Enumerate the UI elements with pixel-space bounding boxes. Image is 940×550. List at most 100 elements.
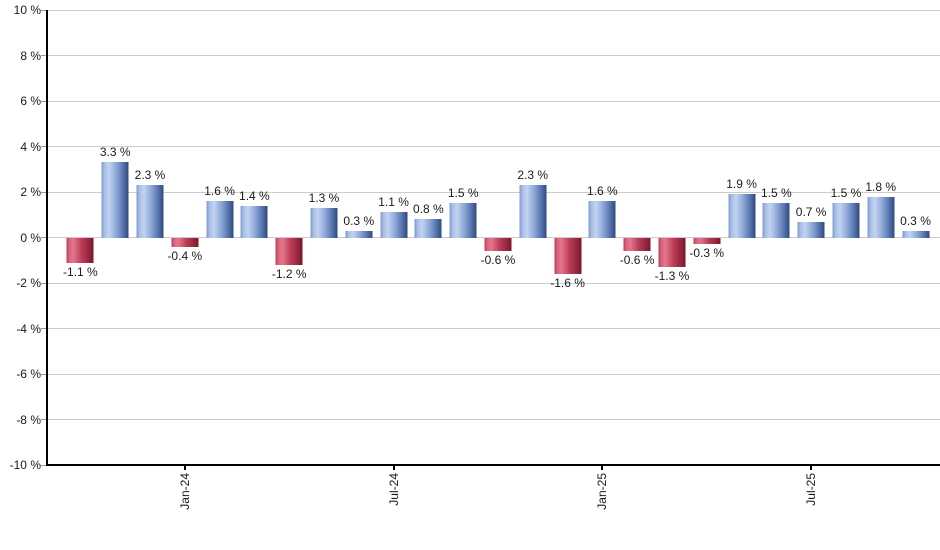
y-axis-tick: [41, 237, 46, 238]
x-tick-slot: [481, 465, 516, 550]
bar-value-label: 1.1 %: [378, 195, 409, 210]
bar-value-label: 0.3 %: [900, 213, 931, 228]
bar-value-label: 0.7 %: [795, 204, 827, 219]
x-tick-slot: Jul-24: [376, 465, 411, 550]
bar-value-label: -0.6 %: [480, 253, 516, 268]
gridline: [48, 191, 940, 193]
bar-slot: 1.3 %: [307, 10, 342, 465]
x-tick-slot: [63, 465, 98, 550]
y-axis-tick: [41, 191, 46, 193]
bar-slot: 1.4 %: [237, 10, 272, 465]
x-tick-slot: [655, 465, 690, 550]
bar-value-label: 1.3 %: [308, 190, 340, 205]
positive-bar: [136, 185, 164, 238]
bar-value-label: 1.4 %: [239, 188, 270, 203]
x-tick-slot: [341, 465, 376, 550]
positive-bar: [240, 205, 268, 238]
bar-slot: 1.9 %: [724, 10, 759, 465]
bar-value-label: -1.6 %: [550, 275, 585, 290]
bar-slot: 1.1 %: [376, 10, 411, 465]
y-axis-tick: [41, 9, 46, 11]
x-tick-slot: [724, 465, 759, 550]
x-tick-slot: [550, 465, 585, 550]
bar-slot: -1.6 %: [550, 10, 585, 465]
x-tick-slot: [863, 465, 898, 550]
bar-slot: 0.3 %: [341, 10, 376, 465]
y-axis-tick: [41, 464, 46, 466]
y-axis-tick: [41, 55, 46, 56]
x-axis-tick-label: Jul-25: [804, 473, 819, 506]
negative-bar: [66, 237, 94, 263]
bar-value-label: 0.8 %: [413, 202, 444, 217]
bar-slot: 0.7 %: [794, 10, 829, 465]
y-axis-tick-label: 2 %: [20, 185, 41, 199]
bar-slot: 0.3 %: [898, 10, 933, 465]
bar-slot: -1.1 %: [63, 10, 98, 465]
bar-slot: 1.6 %: [202, 10, 237, 465]
positive-bar: [762, 203, 790, 238]
bar-value-label: 1.9 %: [726, 177, 757, 192]
x-tick-slot: [689, 465, 724, 550]
bar-slot: 1.8 %: [863, 10, 898, 465]
positive-bar: [449, 203, 477, 238]
negative-bar: [554, 237, 582, 274]
positive-bar: [101, 162, 129, 238]
positive-bar: [345, 230, 373, 238]
bar-slot: -0.4 %: [167, 10, 202, 465]
bar-value-label: 2.3 %: [517, 168, 549, 183]
y-axis-tick: [41, 373, 46, 375]
bar-value-label: 1.5 %: [447, 186, 479, 201]
x-tick-slot: [98, 465, 133, 550]
bar-value-label: -1.3 %: [654, 269, 690, 284]
gridline: [48, 55, 940, 56]
bar-slot: 0.8 %: [411, 10, 446, 465]
positive-bar: [902, 230, 930, 238]
negative-bar: [171, 237, 199, 247]
negative-bar: [484, 237, 512, 252]
positive-bar: [867, 196, 895, 238]
x-axis-tick: [392, 465, 395, 470]
x-tick-slot: [411, 465, 446, 550]
y-axis-tick-label: 6 %: [20, 94, 41, 108]
x-tick-slot: [272, 465, 307, 550]
x-axis-tick: [810, 465, 813, 470]
bar-slot: -0.6 %: [620, 10, 655, 465]
x-tick-slot: Jan-25: [585, 465, 620, 550]
negative-bar: [623, 237, 651, 252]
x-tick-slot: [759, 465, 794, 550]
positive-bar: [728, 194, 756, 238]
x-tick-slot: [202, 465, 237, 550]
y-axis-line: [46, 10, 48, 466]
gridline: [48, 419, 940, 420]
negative-bar: [275, 237, 303, 265]
positive-bar: [797, 221, 825, 238]
y-axis-tick-label: 10 %: [13, 3, 41, 17]
x-axis-tick-label: Jul-24: [386, 473, 401, 506]
x-axis-tick-label: Jan-24: [177, 473, 192, 510]
gridline: [48, 146, 940, 147]
x-tick-slot: [898, 465, 933, 550]
y-axis-tick-label: -2 %: [16, 276, 41, 290]
bar-value-label: -0.4 %: [167, 248, 203, 263]
x-tick-slot: Jul-25: [794, 465, 829, 550]
x-axis-tick-label: Jan-25: [595, 473, 610, 510]
bar-value-label: 1.8 %: [865, 179, 897, 194]
y-axis-tick: [41, 419, 46, 420]
gridline: [48, 282, 940, 284]
bar-slot: -0.6 %: [481, 10, 516, 465]
gridline: [48, 100, 940, 102]
bar-value-label: 1.6 %: [587, 184, 618, 199]
x-tick-slot: Jan-24: [167, 465, 202, 550]
x-tick-slot: [446, 465, 481, 550]
bars-row: -1.1 % 3.3 % 2.3 % -0.4 % 1.6 % 1.4 % -1.2 % 1.…: [48, 10, 940, 465]
y-axis-tick-label: 0 %: [20, 230, 41, 245]
positive-bar: [588, 201, 616, 238]
positive-bar: [832, 203, 860, 238]
bar-slot: 3.3 %: [98, 10, 133, 465]
bar-value-label: -1.2 %: [271, 266, 307, 281]
x-tick-slot: [237, 465, 272, 550]
negative-bar: [658, 237, 686, 268]
y-axis-tick: [41, 146, 46, 147]
bar-slot: 1.6 %: [585, 10, 620, 465]
